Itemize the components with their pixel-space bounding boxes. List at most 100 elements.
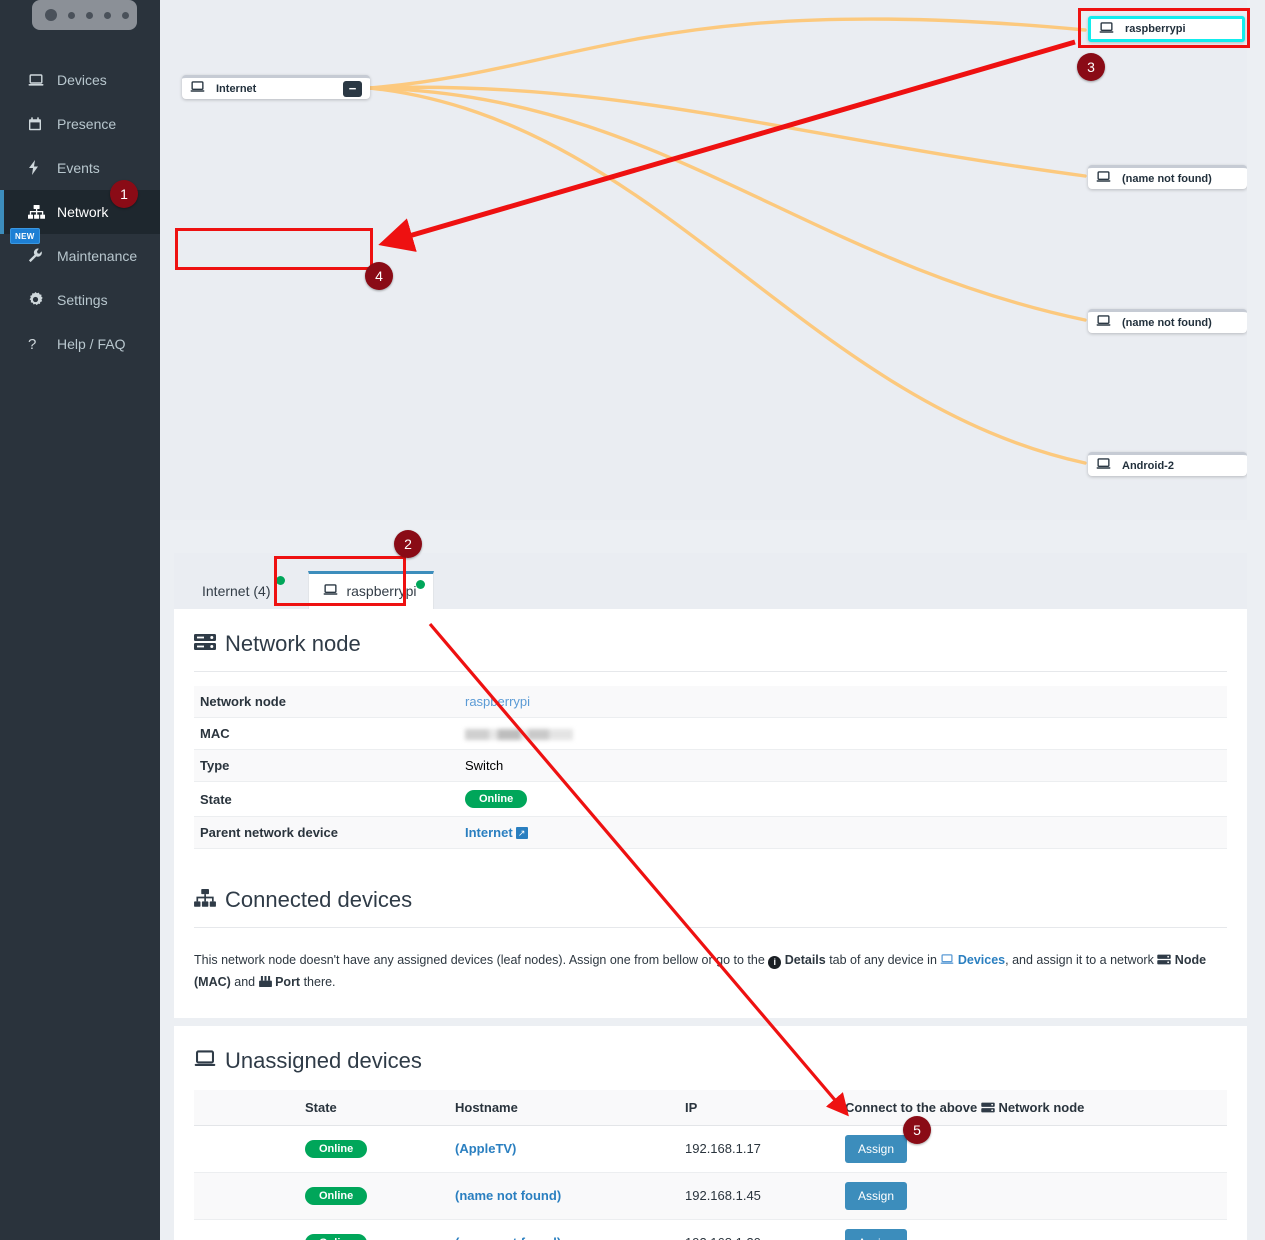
sidebar-item-help-faq[interactable]: ? Help / FAQ: [0, 322, 160, 366]
status-badge: Online: [305, 1233, 368, 1240]
desc-bold-port: Port: [275, 974, 301, 989]
sidebar-nav: Devices Presence Events Network: [0, 58, 160, 366]
sidebar-item-devices[interactable]: Devices: [0, 58, 160, 102]
row-value: Internet ↗: [459, 816, 1227, 849]
sidebar-item-events[interactable]: Events: [0, 146, 160, 190]
laptop-icon: [194, 1048, 216, 1074]
sidebar-item-label: Settings: [57, 292, 108, 308]
section-heading: Network node: [194, 631, 1227, 672]
logo-dot: [104, 11, 111, 19]
col-header-connect: Connect to the above Network node: [839, 1089, 1227, 1126]
desc-text-5: there.: [300, 974, 336, 989]
logo-dot-large: [45, 9, 57, 21]
hostname-link[interactable]: (AppleTV): [455, 1141, 517, 1157]
graph-node-raspberrypi[interactable]: raspberrypi: [1088, 16, 1245, 42]
tab-internet[interactable]: Internet (4): [188, 574, 286, 609]
network-node-section: Network node Network node raspberrypi MA…: [174, 609, 1247, 849]
hostname-link[interactable]: (name not found): [455, 1188, 562, 1204]
laptop-icon: [1099, 21, 1114, 37]
row-value: Switch: [459, 749, 1227, 782]
cell-action: Assign: [839, 1125, 1227, 1173]
desc-text-1: This network node doesn't have any assig…: [194, 953, 769, 967]
collapse-toggle-button[interactable]: −: [343, 80, 362, 97]
port-icon: [258, 975, 272, 989]
sidebar-item-label: Devices: [57, 72, 107, 88]
assign-button[interactable]: Assign: [845, 1181, 908, 1210]
col-header-state[interactable]: State: [299, 1089, 449, 1126]
annotation-marker-5: 5: [903, 1116, 931, 1144]
col-header-hostname[interactable]: Hostname: [449, 1089, 679, 1126]
graph-node-unnamed-2[interactable]: (name not found): [1088, 309, 1247, 333]
graph-node-label: (name not found): [1122, 316, 1212, 329]
network-node-link[interactable]: raspberrypi: [465, 694, 531, 709]
bolt-icon: [28, 160, 48, 176]
server-icon: [981, 1100, 995, 1115]
laptop-icon: [323, 583, 338, 599]
devices-link[interactable]: Devices: [957, 953, 1006, 967]
col-header-ip[interactable]: IP: [679, 1089, 839, 1126]
table-row: Online (AppleTV) 192.168.1.17 Assign: [194, 1125, 1227, 1173]
section-title-text: Connected devices: [225, 887, 413, 912]
laptop-icon: [28, 72, 48, 88]
sidebar-item-maintenance[interactable]: Maintenance: [0, 234, 160, 278]
unassigned-devices-section: Unassigned devices State Hostname IP Con…: [174, 1026, 1247, 1240]
row-value: [459, 717, 1227, 750]
laptop-icon: [1096, 171, 1111, 186]
info-icon: i: [768, 956, 782, 969]
table-row: Network node raspberrypi: [194, 686, 1227, 718]
status-dot-online: [415, 580, 425, 589]
desc-bold-node-mac: Node (MAC): [194, 953, 1207, 989]
graph-node-unnamed-1[interactable]: (name not found): [1088, 165, 1247, 189]
annotation-marker-4: 4: [365, 262, 393, 290]
graph-node-internet[interactable]: Internet −: [182, 75, 370, 99]
table-row: Online (name not found) 192.168.1.30 Ass…: [194, 1219, 1227, 1240]
sidebar-item-label: Presence: [57, 116, 117, 132]
graph-node-label: Internet: [216, 82, 257, 95]
table-row: Online (name not found) 192.168.1.45 Ass…: [194, 1172, 1227, 1220]
desc-text-2: tab of any device in: [825, 953, 941, 967]
section-title-text: Network node: [225, 631, 361, 656]
tab-bar: Internet (4) raspberrypi: [174, 553, 1247, 609]
cell-hostname: (name not found): [449, 1172, 679, 1220]
sidebar-item-label: Maintenance: [57, 248, 138, 264]
server-icon: [194, 631, 216, 657]
server-icon: [1157, 953, 1172, 967]
desc-text-4: and: [230, 974, 259, 989]
table-row: Type Switch: [194, 749, 1227, 782]
status-dot-online: [276, 576, 286, 585]
graph-node-android-2[interactable]: Android-2: [1088, 452, 1247, 476]
laptop-icon: [940, 953, 954, 967]
logo-dot: [68, 11, 75, 19]
sitemap-icon: [194, 887, 216, 913]
col-header-blank: [194, 1089, 299, 1126]
assign-button[interactable]: Assign: [845, 1228, 908, 1240]
col-header-connect-prefix: Connect to the above: [845, 1099, 978, 1115]
section-heading: Unassigned devices: [194, 1048, 1227, 1078]
cell-state: Online: [299, 1172, 449, 1220]
hostname-link[interactable]: (name not found): [455, 1235, 561, 1240]
sidebar-item-presence[interactable]: Presence: [0, 102, 160, 146]
app-logo: [32, 0, 137, 30]
row-key: Parent network device: [194, 816, 459, 849]
table-row: MAC: [194, 717, 1227, 750]
row-value: raspberrypi: [459, 686, 1227, 718]
tab-raspberrypi[interactable]: raspberrypi: [308, 571, 434, 609]
connected-devices-description: This network node doesn't have any assig…: [174, 928, 1247, 1018]
sidebar-item-settings[interactable]: Settings: [0, 278, 160, 322]
assign-button[interactable]: Assign: [845, 1134, 908, 1163]
annotation-marker-1: 1: [110, 180, 138, 208]
graph-node-label: (name not found): [1122, 172, 1212, 185]
question-icon: ?: [28, 335, 37, 353]
parent-node-link[interactable]: Internet: [465, 825, 513, 840]
cell-state: Online: [299, 1125, 449, 1173]
row-value: Online: [459, 781, 1227, 817]
sidebar-item-label: Events: [57, 160, 100, 176]
graph-node-label: raspberrypi: [1125, 23, 1186, 35]
gear-icon: [28, 292, 48, 308]
section-heading: Connected devices: [194, 887, 1227, 928]
status-badge: Online: [305, 1186, 368, 1205]
cell-action: Assign: [839, 1172, 1227, 1220]
calendar-icon: [28, 116, 48, 132]
status-badge: Online: [465, 790, 528, 808]
tab-label: Internet (4): [202, 583, 271, 599]
